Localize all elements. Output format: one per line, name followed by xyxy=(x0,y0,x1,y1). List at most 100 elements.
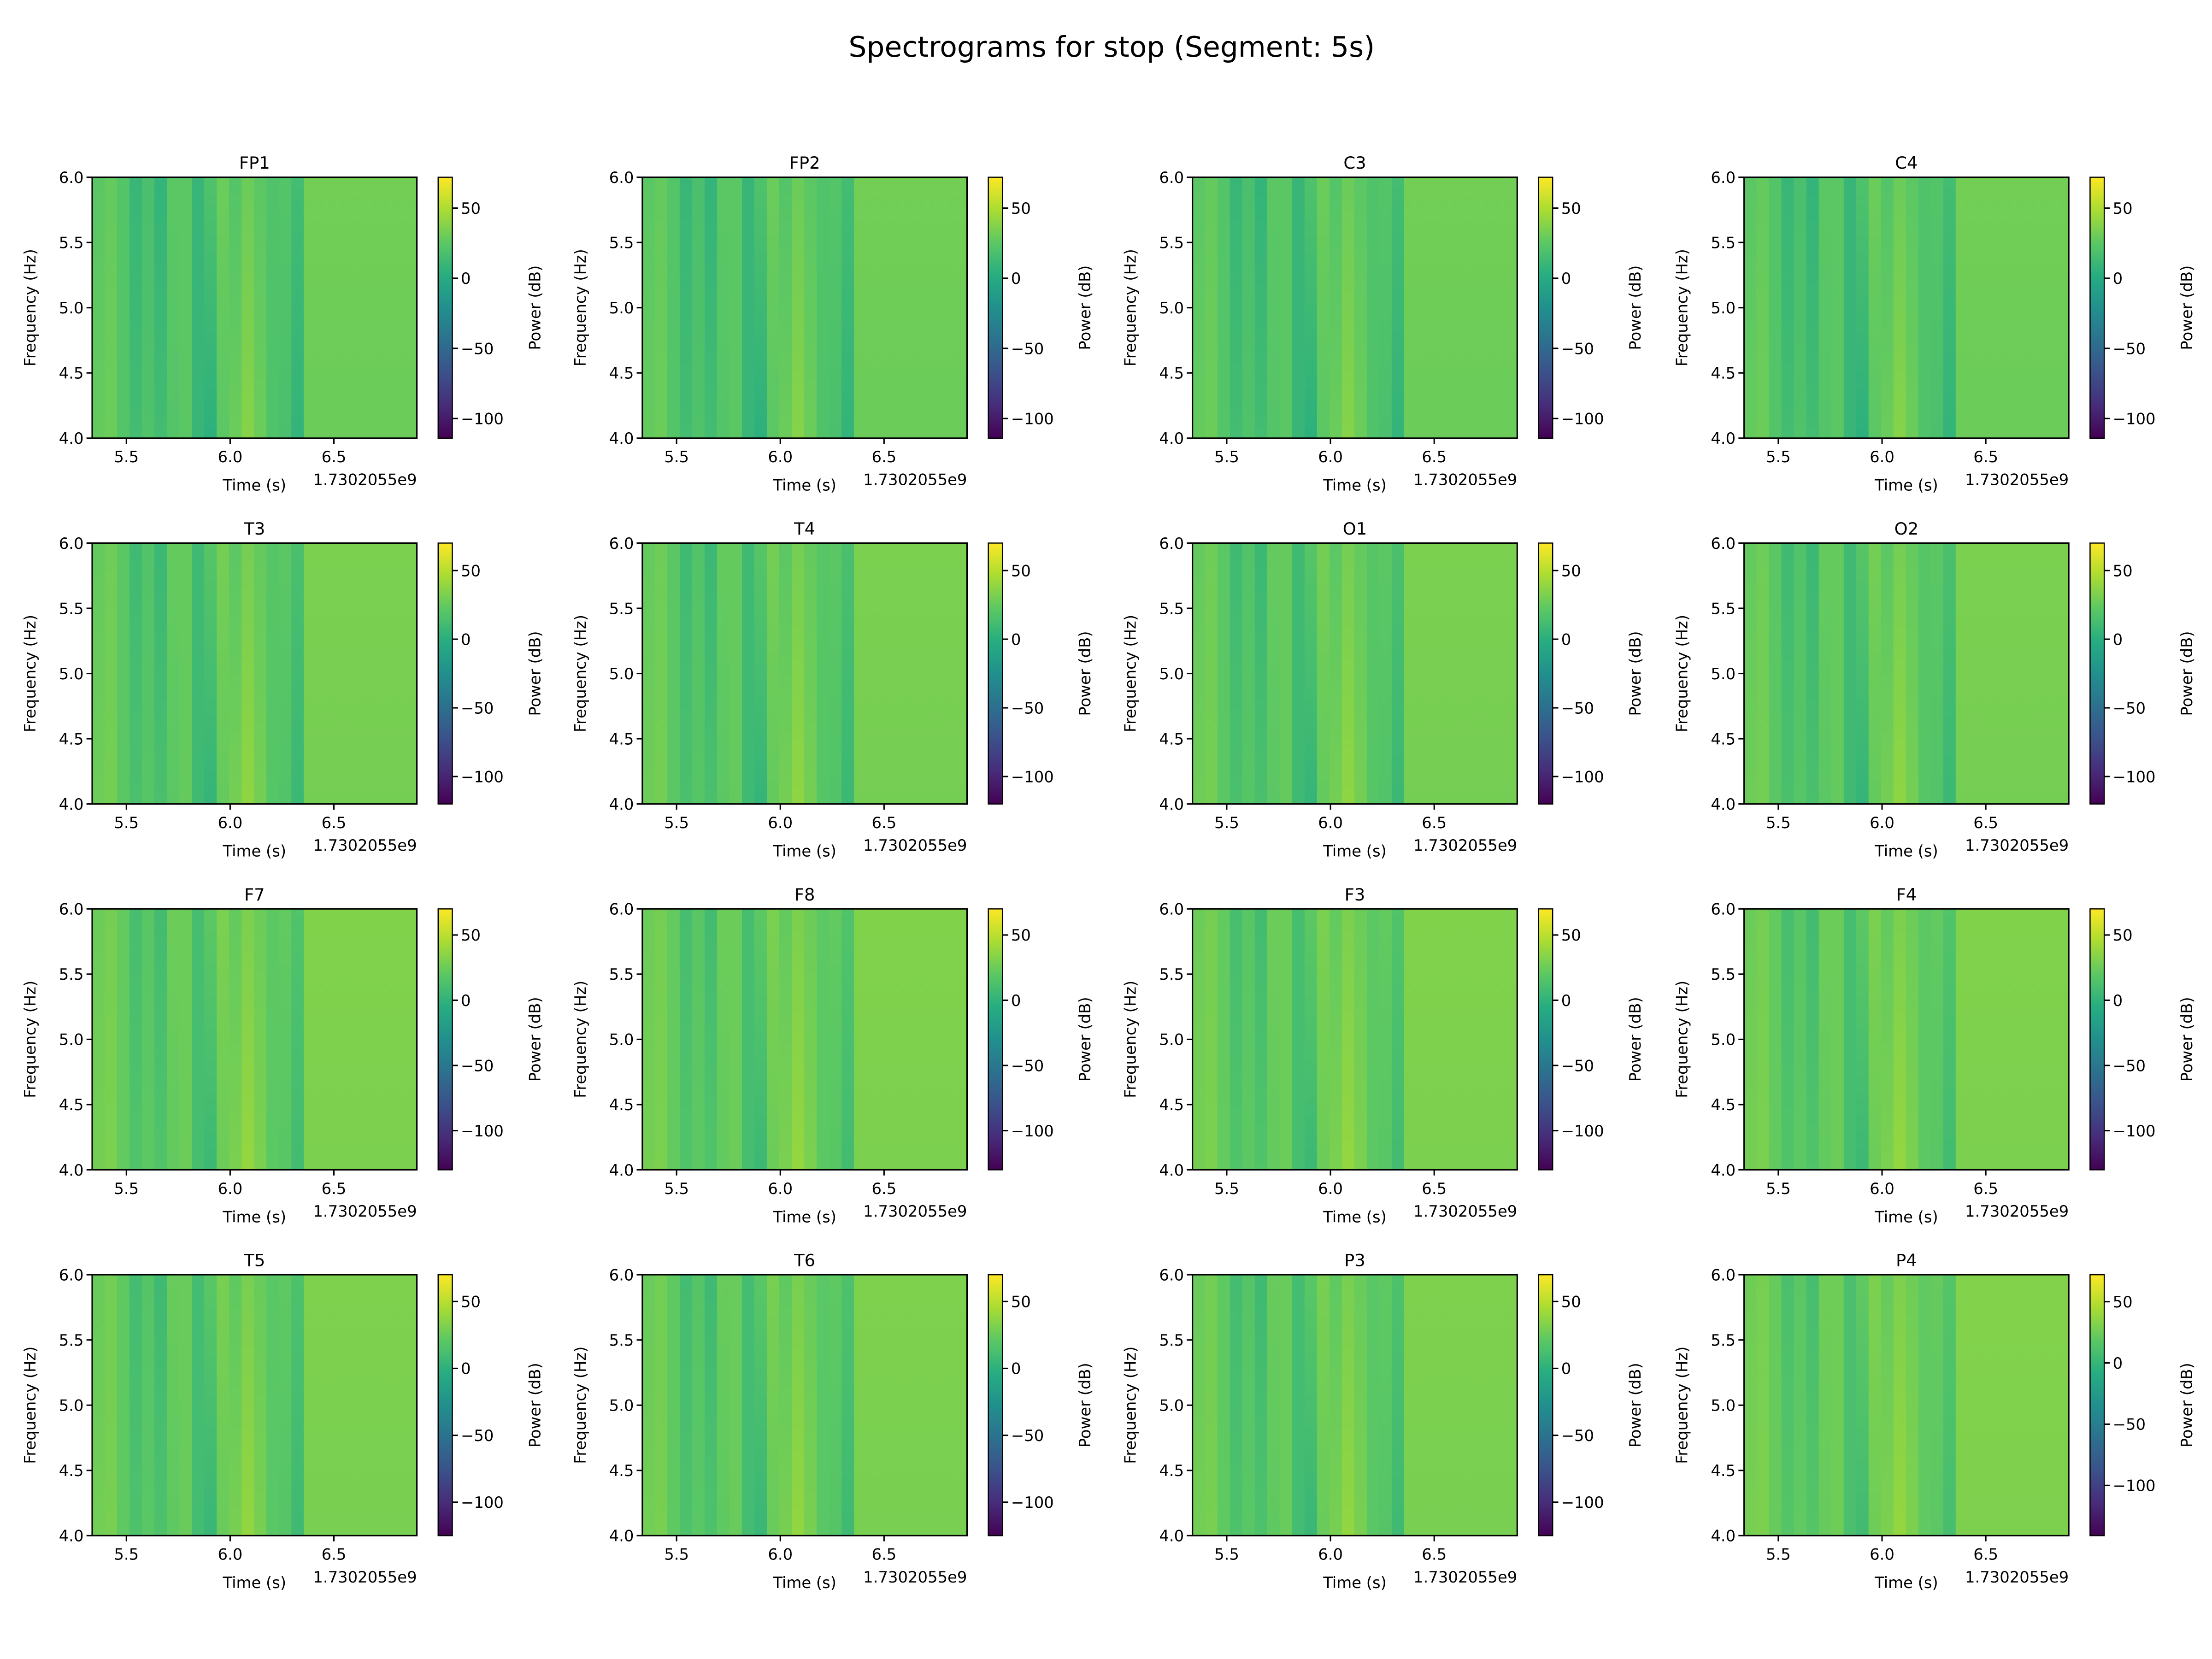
spectrogram-cell xyxy=(1955,1275,2070,1536)
colorbar-tick-label: −50 xyxy=(1011,699,1044,717)
spectrogram-cell xyxy=(254,1275,267,1536)
spectrogram-cell xyxy=(1279,1275,1293,1536)
spectrogram-cell xyxy=(1254,177,1268,438)
colorbar-tick-label: 0 xyxy=(1561,1360,1571,1378)
y-tick-label: 6.0 xyxy=(609,1266,634,1284)
x-offset-text: 1.7302055e9 xyxy=(313,471,417,488)
spectrogram-cell xyxy=(1769,177,1782,438)
spectrogram-cell xyxy=(692,909,706,1170)
y-tick-label: 4.5 xyxy=(1711,1462,1735,1480)
y-tick-label: 6.0 xyxy=(1159,1266,1184,1284)
spectrogram-cell xyxy=(117,909,130,1170)
spectrogram-cell xyxy=(754,543,768,804)
spectrogram-cell xyxy=(1818,909,1832,1170)
y-axis-label: Frequency (Hz) xyxy=(571,249,589,366)
spectrogram-cell xyxy=(1341,543,1355,804)
colorbar-tick-label: −100 xyxy=(1011,768,1054,786)
spectrogram-cell xyxy=(1781,909,1794,1170)
spectrogram-cell xyxy=(1756,909,1770,1170)
panel-title: F3 xyxy=(1345,885,1365,905)
spectrogram-cell xyxy=(1781,543,1794,804)
x-axis-label: Time (s) xyxy=(1323,1208,1387,1226)
spectrogram-cell xyxy=(792,543,805,804)
spectrogram-cell xyxy=(167,909,180,1170)
y-tick-label: 4.0 xyxy=(59,429,84,447)
spectrogram-cell xyxy=(854,177,968,438)
x-axis-label: Time (s) xyxy=(223,1208,287,1226)
spectrogram-cell xyxy=(667,543,681,804)
y-tick-label: 6.0 xyxy=(59,1266,84,1284)
spectrogram-cell xyxy=(1230,1275,1243,1536)
y-tick-label: 5.5 xyxy=(609,600,634,618)
spectrogram-cell xyxy=(817,543,830,804)
colorbar-tick-label: 0 xyxy=(2113,992,2123,1010)
y-axis-label: Frequency (Hz) xyxy=(1673,1347,1691,1464)
spectrogram-cell xyxy=(792,1275,805,1536)
spectrogram-cell xyxy=(1230,543,1243,804)
spectrogram-cell xyxy=(1329,909,1343,1170)
spectrogram-cell xyxy=(304,1275,418,1536)
panel-title: F7 xyxy=(244,885,265,905)
spectrogram-cell xyxy=(779,909,793,1170)
colorbar-tick-label: −50 xyxy=(461,340,494,358)
y-tick-label: 5.5 xyxy=(59,234,84,252)
colorbar-tick-label: −100 xyxy=(1561,1122,1604,1140)
colorbar-label: Power (dB) xyxy=(1076,1363,1094,1447)
spectrogram-cell xyxy=(1744,177,1757,438)
spectrogram-cell xyxy=(1192,177,1206,438)
colorbar xyxy=(2089,908,2105,1171)
colorbar-tick-label: 0 xyxy=(461,1360,471,1378)
y-tick-label: 6.0 xyxy=(1711,900,1735,918)
spectrogram-panel-FP1: FP1 4.0 4.5 5.0 5.5 6.0 5.5 6.0 6.5 Time (s) 1.730… xyxy=(21,153,544,494)
spectrogram-cell xyxy=(1794,1275,1807,1536)
panel-title: C3 xyxy=(1343,153,1366,173)
y-tick-label: 4.0 xyxy=(1159,429,1184,447)
colorbar xyxy=(437,542,453,805)
colorbar-tick-label: 0 xyxy=(1561,992,1571,1010)
spectrogram-cell xyxy=(291,909,305,1170)
spectrogram-cell xyxy=(1794,543,1807,804)
spectrogram-cell xyxy=(254,177,267,438)
colorbar-tick-label: −100 xyxy=(461,768,504,786)
spectrogram-cell xyxy=(1868,177,1882,438)
spectrogram-cell xyxy=(229,909,242,1170)
spectrogram-cell xyxy=(1366,543,1380,804)
spectrogram-cell xyxy=(1254,543,1268,804)
spectrogram-cell xyxy=(1292,543,1306,804)
spectrogram-cell xyxy=(1404,543,1518,804)
spectrogram-panel-F4: F4 4.0 4.5 5.0 5.5 6.0 5.5 6.0 6.5 Time (s) 1.7302… xyxy=(1673,885,2196,1226)
spectrogram-cell xyxy=(254,543,267,804)
colorbar-tick-label: 50 xyxy=(461,200,481,218)
spectrogram-cell xyxy=(1329,1275,1343,1536)
spectrogram-cell xyxy=(654,909,668,1170)
colorbar-tick-label: 0 xyxy=(2113,630,2123,648)
spectrogram-cell xyxy=(1831,909,1844,1170)
spectrogram-panel-P3: P3 4.0 4.5 5.0 5.5 6.0 5.5 6.0 6.5 Time (s) 1.7302… xyxy=(1122,1251,1644,1592)
y-tick-label: 4.0 xyxy=(609,1161,634,1179)
spectrogram-cell xyxy=(817,909,830,1170)
colorbar-tick-label: −100 xyxy=(2113,410,2156,428)
spectrogram-cell xyxy=(1744,1275,1757,1536)
spectrogram-cell xyxy=(1930,177,1944,438)
y-axis-label: Frequency (Hz) xyxy=(21,1347,39,1464)
x-axis-label: Time (s) xyxy=(1323,477,1387,494)
spectrogram-cell xyxy=(1955,177,2070,438)
y-tick-label: 5.0 xyxy=(1159,1031,1184,1049)
spectrogram-cell xyxy=(1818,543,1832,804)
x-axis-label: Time (s) xyxy=(1323,1574,1387,1592)
spectrogram-cell xyxy=(1317,909,1330,1170)
spectrogram-cell xyxy=(291,177,305,438)
x-offset-text: 1.7302055e9 xyxy=(1965,1202,2069,1220)
spectrogram-cell xyxy=(1856,909,1869,1170)
spectrogram-cell xyxy=(92,543,106,804)
y-tick-label: 5.5 xyxy=(1711,1331,1735,1349)
spectrogram-cell xyxy=(105,909,118,1170)
x-tick-label: 5.5 xyxy=(664,448,689,466)
spectrogram-cell xyxy=(1267,177,1281,438)
spectrogram-panel-T5: T5 4.0 4.5 5.0 5.5 6.0 5.5 6.0 6.5 Time (s) 1.7302… xyxy=(21,1251,544,1592)
colorbar-tick-label: −100 xyxy=(461,410,504,428)
x-axis-label: Time (s) xyxy=(772,842,836,860)
x-tick-label: 6.0 xyxy=(218,1180,242,1198)
spectrogram-cell xyxy=(1242,543,1255,804)
spectrogram-cell xyxy=(642,543,656,804)
